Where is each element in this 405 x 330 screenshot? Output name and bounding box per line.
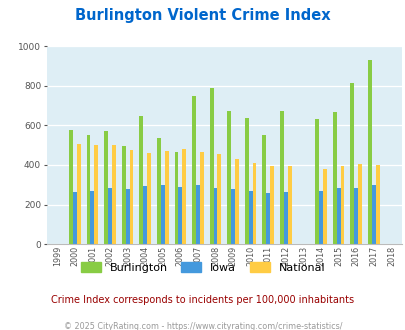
Bar [192,95,196,244]
Bar [125,189,129,244]
Bar [244,118,248,244]
Legend: Burlington, Iowa, National: Burlington, Iowa, National [81,262,324,273]
Bar [322,169,326,244]
Bar [209,87,213,244]
Bar [199,151,203,244]
Bar [164,151,168,244]
Bar [332,112,336,244]
Bar [283,192,287,244]
Bar [252,163,256,244]
Bar [77,144,81,244]
Bar [69,130,73,244]
Bar [160,185,164,244]
Bar [122,146,125,244]
Bar [227,111,230,244]
Bar [350,83,354,244]
Bar [217,153,221,244]
Bar [147,152,151,244]
Bar [182,149,186,244]
Bar [108,188,112,244]
Bar [270,166,273,244]
Text: © 2025 CityRating.com - https://www.cityrating.com/crime-statistics/: © 2025 CityRating.com - https://www.city… [64,322,341,330]
Bar [143,186,147,244]
Bar [354,188,357,244]
Bar [129,150,133,244]
Text: Crime Index corresponds to incidents per 100,000 inhabitants: Crime Index corresponds to incidents per… [51,295,354,305]
Text: Burlington Violent Crime Index: Burlington Violent Crime Index [75,8,330,23]
Bar [279,111,283,244]
Bar [213,188,217,244]
Bar [340,166,343,244]
Bar [94,145,98,244]
Bar [104,131,108,244]
Bar [367,60,371,244]
Bar [73,192,77,244]
Bar [375,165,379,244]
Bar [262,135,266,244]
Bar [174,151,178,244]
Bar [248,190,252,244]
Bar [230,189,234,244]
Bar [287,166,291,244]
Bar [357,164,361,244]
Bar [86,135,90,244]
Bar [178,187,182,244]
Bar [112,146,115,244]
Bar [139,116,143,244]
Bar [157,139,160,244]
Bar [371,185,375,244]
Bar [336,188,340,244]
Bar [90,190,94,244]
Bar [314,119,318,244]
Bar [266,193,270,244]
Bar [318,190,322,244]
Bar [234,159,238,244]
Bar [196,185,199,244]
